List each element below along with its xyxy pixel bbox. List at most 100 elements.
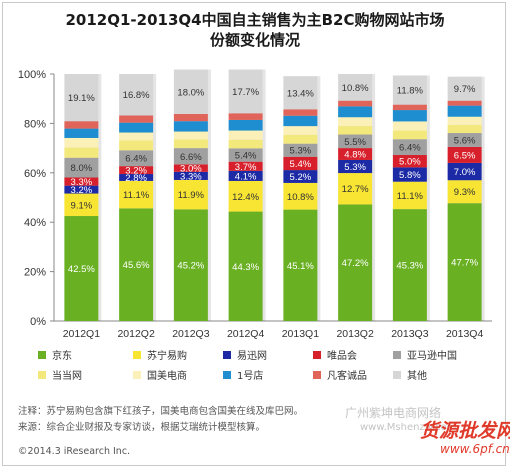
- bar-segment: [447, 162, 482, 181]
- bar-segment: [173, 179, 208, 210]
- data-label: 6.6%: [180, 152, 202, 163]
- x-tick-label: 2012Q4: [227, 328, 265, 340]
- data-label: 9.7%: [454, 84, 476, 95]
- bar-segment: [283, 156, 318, 171]
- bar-segment: [119, 166, 154, 175]
- watermark-line2: www.Mshenzw.com: [360, 422, 457, 433]
- data-label: 45.2%: [177, 261, 204, 272]
- chart-legend: 京东 苏宁易购 易迅网 唯品会 亚马逊中国 当当网 国美电商 1号店 凡客诚品 其他: [38, 350, 508, 392]
- data-label: 5.5%: [344, 137, 366, 148]
- data-label: 3.7%: [235, 162, 257, 173]
- legend-swatch: [223, 371, 231, 379]
- legend-item: 1号店: [223, 370, 263, 384]
- data-label: 44.3%: [232, 262, 259, 273]
- bar-segment: [283, 134, 318, 144]
- bar-segment: [119, 150, 154, 167]
- chart-notes: 注释：苏宁易购包含旗下红孩子，国美电商包含国美在线及库巴网。 来源：综合企业财报…: [18, 404, 498, 436]
- bar-segment: [447, 133, 482, 147]
- legend-swatch: [313, 351, 321, 359]
- bar-segment: [228, 180, 263, 212]
- x-tick-label: 2012Q2: [117, 328, 155, 340]
- bar-segment: [447, 124, 482, 134]
- data-label: 5.2%: [290, 172, 312, 183]
- bar-segment: [119, 74, 154, 116]
- bar-segment: [228, 161, 263, 171]
- bar-segment: [392, 155, 427, 168]
- data-label: 42.5%: [68, 264, 95, 275]
- bar-segment: [119, 122, 154, 133]
- data-label: 11.1%: [123, 190, 150, 201]
- bar-segment: [228, 130, 263, 140]
- legend-swatch: [38, 351, 46, 359]
- bar-segment: [338, 173, 373, 205]
- data-label: 4.1%: [235, 171, 257, 182]
- y-tick-label: 60%: [24, 168, 46, 180]
- data-label: 47.7%: [451, 258, 478, 269]
- legend-label: 亚马逊中国: [407, 351, 457, 362]
- data-label: 19.1%: [68, 93, 95, 104]
- bar-segment: [119, 140, 154, 151]
- chart-title: 2012Q1-2013Q4中国自主销售为主B2C购物网站市场 份额变化情况: [0, 10, 510, 50]
- data-label: 45.1%: [287, 261, 314, 272]
- bar-segment: [228, 148, 263, 162]
- bar-segment: [64, 193, 99, 217]
- bar-segment: [173, 171, 208, 180]
- bar-segment: [64, 137, 99, 148]
- note-line1: 注释：苏宁易购包含旗下红孩子，国美电商包含国美在线及库巴网。: [18, 406, 304, 417]
- bar-segment: [228, 211, 263, 321]
- bar-segment: [447, 76, 482, 101]
- legend-item: 亚马逊中国: [393, 350, 457, 364]
- bar-segment: [338, 126, 373, 135]
- legend-label: 1号店: [237, 371, 264, 382]
- chart-title-line1: 2012Q1-2013Q4中国自主销售为主B2C购物网站市场: [65, 11, 445, 29]
- data-label: 6.4%: [125, 154, 147, 165]
- legend-swatch: [133, 371, 141, 379]
- bar-segment: [392, 139, 427, 156]
- watermark-logo-text: 货源批发网: [420, 420, 510, 442]
- bar-segment: [173, 131, 208, 140]
- bar-segment: [228, 113, 263, 120]
- bar-segment: [447, 105, 482, 117]
- data-label: 5.4%: [235, 151, 257, 162]
- data-label: 5.4%: [290, 159, 312, 170]
- bar-segment: [392, 121, 427, 131]
- data-label: 16.8%: [123, 90, 150, 101]
- bar-segment: [228, 119, 263, 131]
- bar-segment: [283, 109, 318, 116]
- data-label: 6.4%: [399, 143, 421, 154]
- bar-segment: [392, 130, 427, 140]
- legend-label: 国美电商: [147, 371, 187, 382]
- legend-item: 唯品会: [313, 350, 357, 364]
- x-tick-label: 2012Q3: [172, 328, 210, 340]
- bar-segment: [64, 177, 99, 186]
- bar-segment: [119, 208, 154, 321]
- bar-segment: [173, 114, 208, 122]
- data-label: 3.2%: [71, 185, 93, 196]
- bar-segment: [64, 147, 99, 158]
- y-tick-label: 80%: [24, 118, 46, 130]
- x-tick-label: 2013Q1: [282, 328, 320, 340]
- bar-segment: [173, 121, 208, 132]
- bar-segment: [64, 185, 99, 194]
- bar-segment: [392, 167, 427, 182]
- data-label: 3.3%: [180, 171, 202, 182]
- data-label: 5.3%: [344, 162, 366, 173]
- legend-swatch: [133, 351, 141, 359]
- data-label: 11.9%: [178, 190, 205, 201]
- bar-segment: [173, 164, 208, 172]
- bar-segment: [338, 100, 373, 107]
- bar-segment: [119, 132, 154, 141]
- legend-item: 其他: [393, 370, 427, 384]
- bar-segment: [338, 106, 373, 118]
- data-label: 9.1%: [71, 200, 93, 211]
- data-label: 18.0%: [177, 87, 204, 98]
- data-label: 11.8%: [397, 86, 424, 97]
- legend-item: 苏宁易购: [133, 350, 187, 364]
- bar-segment: [338, 204, 373, 321]
- legend-item: 易迅网: [223, 350, 267, 364]
- bar-segment: [392, 110, 427, 122]
- bar-segment: [283, 182, 318, 210]
- bar-segment: [173, 148, 208, 165]
- bar-segment: [64, 157, 99, 178]
